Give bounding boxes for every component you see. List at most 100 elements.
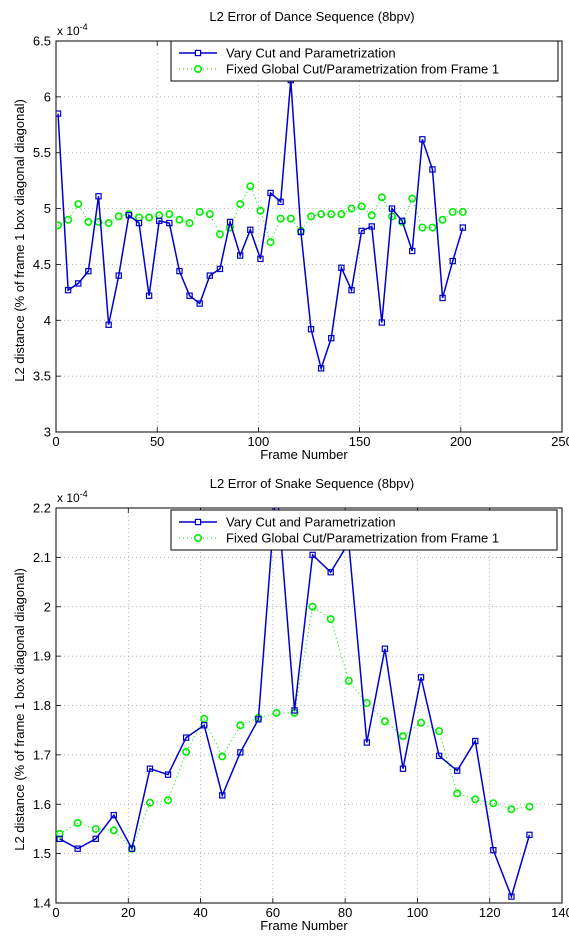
y-tick-label: 3.5 bbox=[33, 369, 51, 384]
plot-area bbox=[56, 41, 562, 432]
y-axis-label: L2 distance (% of frame 1 box diagonal d… bbox=[12, 99, 27, 382]
chart-title: L2 Error of Dance Sequence (8bpv) bbox=[209, 9, 414, 24]
data-point-square bbox=[156, 217, 163, 225]
data-point-circle bbox=[91, 824, 100, 833]
y-tick-label: 1.8 bbox=[33, 698, 51, 713]
y-tick-label: 1.5 bbox=[33, 846, 51, 861]
exponent-base: x 10 bbox=[57, 491, 80, 505]
data-point-circle bbox=[205, 210, 214, 219]
data-point-circle bbox=[453, 789, 462, 798]
legend-marker-circle bbox=[194, 65, 203, 74]
data-point-circle bbox=[104, 219, 113, 228]
data-point-square bbox=[247, 226, 254, 233]
data-point-square bbox=[409, 247, 416, 255]
data-point-circle bbox=[471, 795, 480, 804]
data-point-circle bbox=[84, 217, 93, 226]
x-tick-label: 100 bbox=[407, 905, 429, 920]
data-point-square bbox=[348, 286, 355, 294]
axes-box bbox=[55, 507, 563, 904]
data-point-square bbox=[92, 835, 99, 843]
y-axis-label: L2 distance (% of frame 1 box diagonal d… bbox=[12, 568, 27, 851]
data-point-square bbox=[328, 334, 335, 342]
grid bbox=[56, 508, 562, 903]
data-point-square bbox=[381, 645, 389, 652]
x-tick-label: 150 bbox=[349, 434, 371, 449]
y-tick-label: 2 bbox=[44, 599, 51, 614]
data-point-circle bbox=[377, 193, 386, 202]
x-tick-label: 100 bbox=[248, 434, 270, 449]
data-point-square bbox=[378, 319, 386, 326]
x-axis-label: Frame Number bbox=[260, 447, 348, 462]
data-point-circle bbox=[218, 752, 227, 761]
data-point-circle bbox=[380, 717, 389, 726]
y-tick-label: 1.6 bbox=[33, 797, 51, 812]
data-point-square bbox=[508, 893, 515, 900]
series-vary-cut bbox=[56, 508, 533, 900]
data-point-square bbox=[267, 189, 274, 197]
data-point-square bbox=[146, 765, 154, 772]
data-point-circle bbox=[175, 215, 184, 224]
data-point-square bbox=[219, 792, 226, 799]
data-point-square bbox=[526, 831, 533, 839]
y-tick-label: 6.5 bbox=[33, 34, 51, 49]
data-point-square bbox=[56, 835, 63, 843]
exponent-power: -4 bbox=[80, 22, 88, 32]
data-point-circle bbox=[266, 238, 275, 247]
data-point-circle bbox=[398, 732, 407, 741]
data-point-square bbox=[110, 811, 118, 819]
data-point-circle bbox=[165, 210, 174, 219]
series-fixed-global bbox=[56, 182, 467, 247]
data-point-square bbox=[317, 365, 325, 372]
y-tick-label: 4 bbox=[44, 313, 51, 328]
data-point-square bbox=[399, 765, 407, 772]
data-point-circle bbox=[367, 211, 376, 220]
data-point-square bbox=[135, 219, 143, 227]
series-line bbox=[59, 605, 530, 850]
data-point-square bbox=[166, 219, 173, 227]
y-tick-label: 2.1 bbox=[33, 550, 51, 565]
data-point-circle bbox=[286, 214, 295, 223]
data-point-square bbox=[417, 674, 425, 681]
data-point-circle bbox=[347, 204, 356, 213]
data-point-square bbox=[327, 568, 334, 576]
series-vary-cut bbox=[56, 76, 467, 372]
y-tick-label: 1.9 bbox=[33, 649, 51, 664]
data-point-circle bbox=[337, 210, 346, 219]
data-point-square bbox=[85, 267, 92, 275]
data-point-circle bbox=[236, 721, 245, 730]
data-point-circle bbox=[56, 829, 64, 838]
y-tick-label: 6 bbox=[44, 89, 51, 104]
chart-panel-1: 0 50 100 150 200 250 3 3.5 4 4.5 5 5.5 6 6.5 x 10-4 L2 … bbox=[12, 9, 569, 462]
data-point-circle bbox=[114, 212, 123, 221]
series-line bbox=[59, 508, 531, 899]
data-point-square bbox=[459, 224, 467, 231]
legend-marker-square bbox=[194, 518, 202, 526]
data-point-square bbox=[176, 267, 183, 275]
exponent-label: x 10-4 bbox=[57, 22, 88, 38]
data-point-square bbox=[115, 272, 122, 279]
data-point-circle bbox=[56, 221, 63, 230]
data-point-circle bbox=[417, 718, 426, 727]
data-point-circle bbox=[458, 207, 467, 216]
x-tick-label: 50 bbox=[150, 434, 164, 449]
data-point-square bbox=[95, 193, 102, 200]
x-tick-label: 20 bbox=[121, 905, 135, 920]
data-point-circle bbox=[317, 210, 326, 219]
data-point-circle bbox=[408, 194, 417, 203]
legend-label: Vary Cut and Parametrization bbox=[226, 46, 396, 61]
data-point-circle bbox=[435, 727, 444, 736]
data-point-circle bbox=[308, 602, 317, 611]
y-tick-label: 3 bbox=[44, 425, 51, 440]
data-point-circle bbox=[256, 206, 265, 215]
data-point-square bbox=[435, 752, 443, 760]
data-point-circle bbox=[109, 826, 118, 835]
data-point-square bbox=[145, 292, 153, 299]
data-point-square bbox=[75, 280, 82, 287]
data-point-square bbox=[439, 294, 446, 302]
data-point-circle bbox=[236, 200, 245, 209]
x-tick-label: 60 bbox=[266, 905, 280, 920]
y-tick-label: 4.5 bbox=[33, 257, 51, 272]
data-point-square bbox=[453, 767, 461, 774]
data-point-square bbox=[490, 846, 497, 854]
